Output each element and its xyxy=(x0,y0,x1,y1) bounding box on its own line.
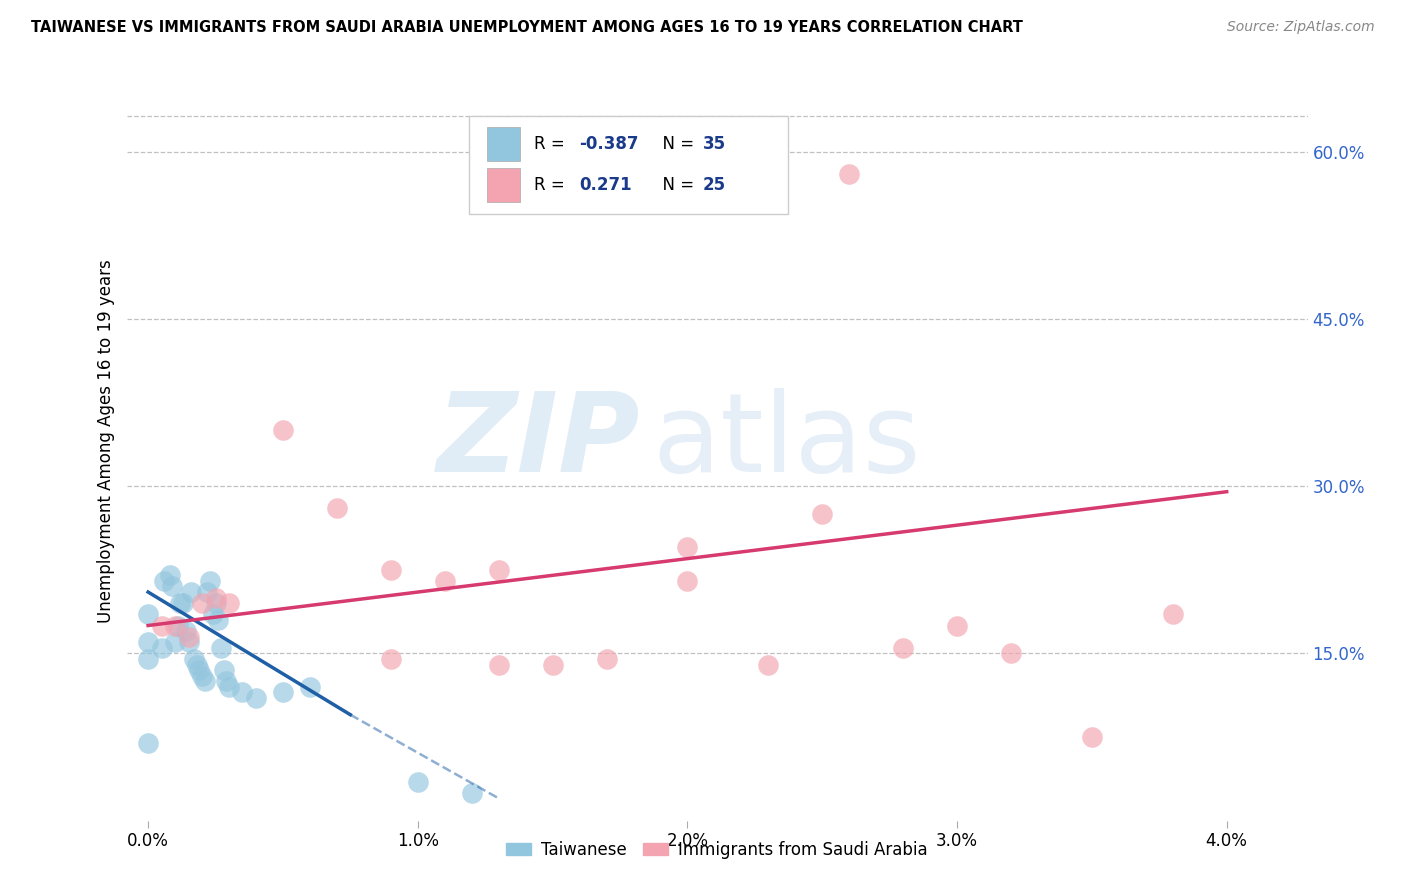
Point xyxy=(406,774,429,789)
Point xyxy=(172,596,194,610)
Point xyxy=(245,690,267,705)
Point xyxy=(676,574,699,588)
Text: ZIP: ZIP xyxy=(437,388,640,495)
Text: -0.387: -0.387 xyxy=(579,136,638,153)
Point xyxy=(212,663,235,677)
Point xyxy=(183,652,205,666)
Point xyxy=(218,680,240,694)
Text: R =: R = xyxy=(534,136,569,153)
Point xyxy=(891,640,914,655)
Point xyxy=(298,680,321,694)
Point xyxy=(166,618,188,632)
Text: Source: ZipAtlas.com: Source: ZipAtlas.com xyxy=(1227,20,1375,34)
Text: 35: 35 xyxy=(703,136,725,153)
Point xyxy=(191,669,214,683)
Point xyxy=(204,596,226,610)
Point xyxy=(811,507,834,521)
Point xyxy=(159,568,181,582)
Text: N =: N = xyxy=(652,177,699,194)
FancyBboxPatch shape xyxy=(486,169,520,202)
Point xyxy=(201,607,224,622)
Point xyxy=(197,585,219,599)
Text: N =: N = xyxy=(652,136,699,153)
Point xyxy=(177,635,200,649)
FancyBboxPatch shape xyxy=(470,115,787,214)
Point xyxy=(460,786,482,800)
Point xyxy=(153,574,176,588)
Point xyxy=(174,624,197,639)
Point xyxy=(1161,607,1184,622)
Point xyxy=(136,735,159,749)
Point xyxy=(204,591,226,605)
Point xyxy=(162,580,184,594)
Point xyxy=(169,596,191,610)
Text: 25: 25 xyxy=(703,177,725,194)
Point xyxy=(165,618,187,632)
Legend: Taiwanese, Immigrants from Saudi Arabia: Taiwanese, Immigrants from Saudi Arabia xyxy=(499,834,935,865)
Point xyxy=(231,685,253,699)
Point xyxy=(150,640,173,655)
Point xyxy=(136,652,159,666)
Point xyxy=(595,652,617,666)
Point xyxy=(136,607,159,622)
Point xyxy=(271,685,294,699)
Point xyxy=(380,652,402,666)
Point xyxy=(541,657,564,672)
Point xyxy=(946,618,969,632)
Text: atlas: atlas xyxy=(652,388,921,495)
Point xyxy=(433,574,456,588)
Point xyxy=(1000,646,1022,660)
Text: TAIWANESE VS IMMIGRANTS FROM SAUDI ARABIA UNEMPLOYMENT AMONG AGES 16 TO 19 YEARS: TAIWANESE VS IMMIGRANTS FROM SAUDI ARABI… xyxy=(31,20,1022,35)
Point xyxy=(177,630,200,644)
Point xyxy=(180,585,202,599)
FancyBboxPatch shape xyxy=(486,128,520,161)
Point xyxy=(676,541,699,555)
Point xyxy=(207,613,229,627)
Point xyxy=(218,596,240,610)
Y-axis label: Unemployment Among Ages 16 to 19 years: Unemployment Among Ages 16 to 19 years xyxy=(97,260,115,624)
Point xyxy=(186,657,208,672)
Point xyxy=(380,563,402,577)
Point xyxy=(191,596,214,610)
Point xyxy=(326,501,349,516)
Point xyxy=(150,618,173,632)
Point xyxy=(488,657,510,672)
Point xyxy=(838,167,860,181)
Point xyxy=(215,674,238,689)
Point xyxy=(136,635,159,649)
Point xyxy=(271,424,294,438)
Text: 0.271: 0.271 xyxy=(579,177,631,194)
Point xyxy=(198,574,221,588)
Point xyxy=(1081,730,1104,744)
Point xyxy=(165,635,187,649)
Point xyxy=(194,674,217,689)
Text: R =: R = xyxy=(534,177,575,194)
Point xyxy=(488,563,510,577)
Point xyxy=(756,657,779,672)
Point xyxy=(209,640,232,655)
Point xyxy=(188,663,211,677)
